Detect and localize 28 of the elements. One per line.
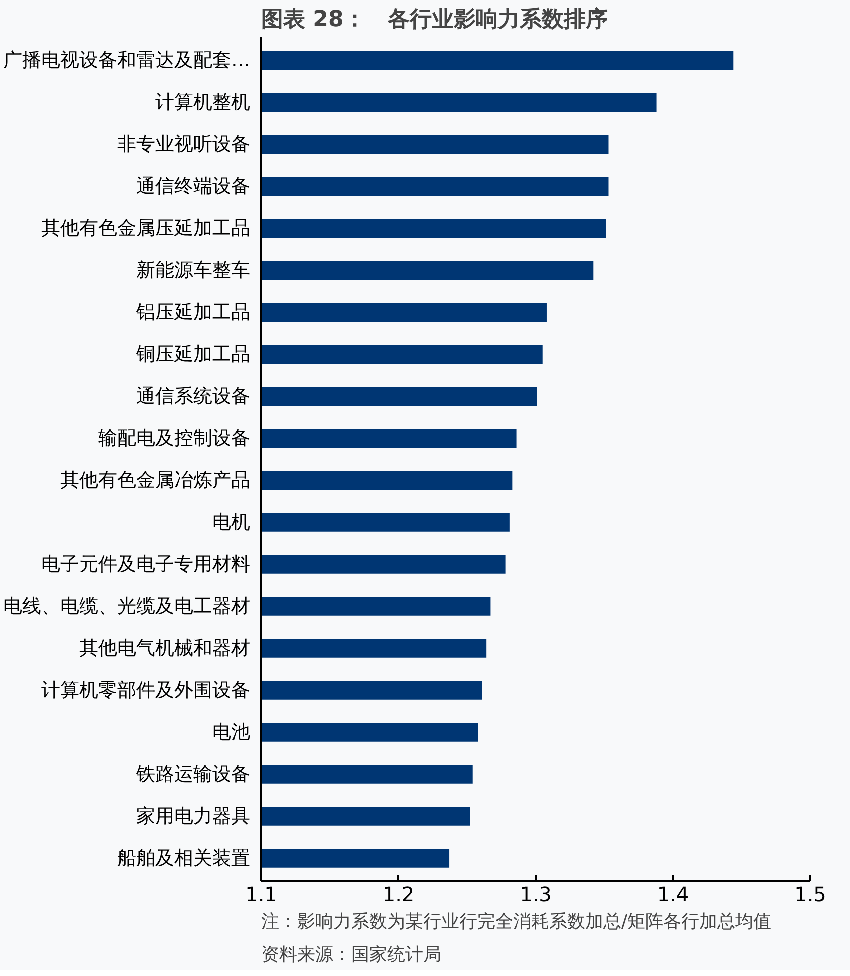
y-tick-label: 新能源车整车: [136, 260, 250, 282]
chart-title: 图表 28： 各行业影响力系数排序: [262, 6, 608, 32]
y-tick-label: 广播电视设备和雷达及配套…: [4, 50, 250, 72]
y-tick-label: 铁路运输设备: [136, 763, 250, 786]
y-tick-label: 计算机整机: [156, 92, 250, 114]
text: 资料来源：国家统计局: [262, 944, 442, 966]
text: 注：影响力系数为某行业行完全消耗系数加总/矩阵各行加总均值: [262, 912, 772, 932]
y-tick-label: 其他电气机械和器材: [80, 637, 250, 660]
x-tick-label: 1.3: [520, 882, 552, 906]
y-tick-label: 计算机零部件及外围设备: [42, 679, 250, 702]
y-tick-label: 铝压延加工品: [136, 302, 250, 324]
y-tick-label: 家用电力器具: [136, 805, 250, 828]
y-tick-label: 非专业视听设备: [118, 134, 250, 156]
y-tick-label: 其他有色金属压延加工品: [42, 218, 250, 240]
y-tick-label: 船舶及相关装置: [118, 847, 250, 870]
y-tick-label: 通信终端设备: [136, 176, 250, 198]
y-tick-label: 电线、电缆、光缆及电工器材: [4, 595, 250, 618]
y-tick-label: 其他有色金属冶炼产品: [60, 469, 250, 492]
x-tick-label: 1.2: [382, 882, 415, 906]
y-tick-label: 输配电及控制设备: [98, 428, 250, 450]
y-tick-label: 电池: [212, 721, 250, 744]
x-tick-label: 1.4: [657, 882, 690, 906]
y-tick-label: 铜压延加工品: [136, 344, 250, 366]
y-tick-label: 电子元件及电子专用材料: [42, 553, 250, 576]
x-tick-label: 1.5: [794, 882, 826, 906]
x-tick-label: 1.1: [246, 882, 278, 906]
y-tick-label: 通信系统设备: [136, 386, 250, 408]
y-tick-label: 电机: [212, 511, 250, 534]
